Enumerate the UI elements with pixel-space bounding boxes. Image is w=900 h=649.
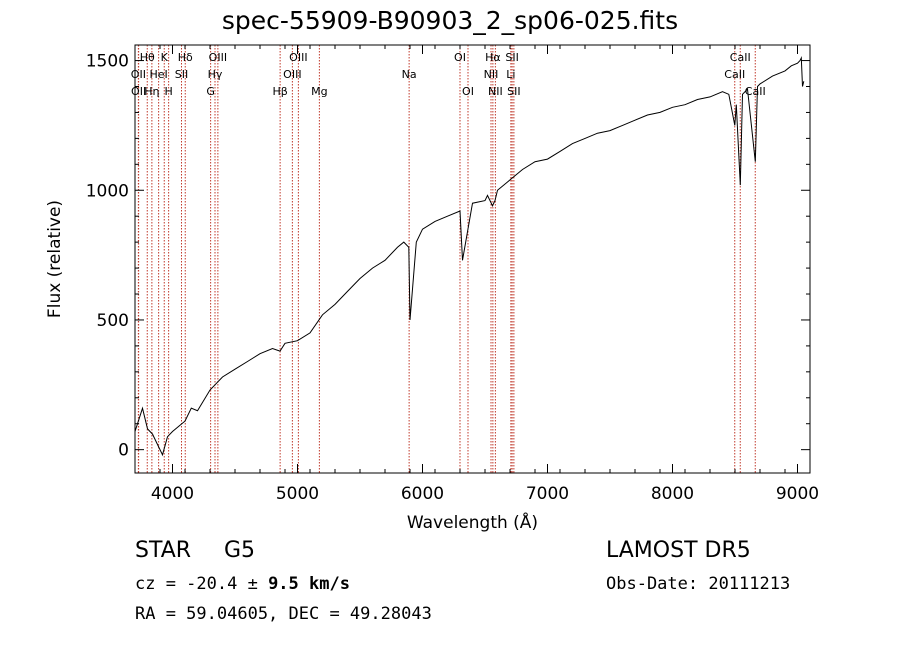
object-class: STAR [135, 538, 192, 563]
spectral-line-label: Hη [144, 85, 159, 98]
spectral-line-label: Hδ [178, 51, 193, 64]
object-subclass: G5 [224, 538, 256, 563]
spectral-line-label: OII [131, 85, 146, 98]
x-tick-label: 4000 [151, 484, 194, 504]
coordinates: RA = 59.04605, DEC = 49.28043 [135, 604, 432, 624]
spectrum-series-line [134, 56, 805, 457]
spectral-line-label: Hα [485, 51, 501, 64]
x-tick-label: 7000 [526, 484, 569, 504]
spectral-line-label: Hγ [208, 68, 223, 81]
spectral-line-label: Li [506, 68, 515, 81]
spectral-line-label: OIII [289, 51, 307, 64]
spectral-line-label: Mg [311, 85, 327, 98]
x-tick-label: 8000 [651, 484, 694, 504]
x-tick-label: 9000 [776, 484, 819, 504]
spectral-line-label: SII [175, 68, 188, 81]
cz-value: cz = -20.4 ± [135, 574, 269, 594]
spectral-line-label: OIII [209, 51, 227, 64]
spectral-line-label: Na [402, 68, 417, 81]
spectral-line-label: OIII [283, 68, 301, 81]
spectral-line-label: SII [507, 85, 520, 98]
y-tick-label: 1000 [86, 181, 129, 201]
observation-date: Obs-Date: 20111213 [606, 574, 791, 594]
y-tick-label: 1500 [86, 52, 129, 72]
cz-error: 9.5 km/s [268, 574, 350, 594]
spectral-line-label: NII [488, 85, 503, 98]
x-tick-label: 6000 [401, 484, 444, 504]
spectral-line-label: OI [454, 51, 466, 64]
spectral-line-label: OII [131, 68, 146, 81]
spectral-line-label: CaII [724, 68, 745, 81]
x-axis-label: Wavelength (Å) [407, 511, 538, 533]
x-tick-label: 5000 [276, 484, 319, 504]
spectral-line-label: Hθ [140, 51, 155, 64]
survey-name: LAMOST DR5 [606, 538, 751, 563]
spectral-line-label: K [161, 51, 169, 64]
spectral-line-label: H [164, 85, 172, 98]
plot-frame [134, 44, 811, 474]
y-axis-label: Flux (relative) [45, 200, 65, 318]
plot-title: spec-55909-B90903_2_sp06-025.fits [221, 6, 679, 35]
spectral-line-label: NII [484, 68, 499, 81]
redshift-line: cz = -20.4 ± 9.5 km/s [135, 574, 350, 594]
spectral-line-label: HeI [149, 68, 167, 81]
spectral-line-label: CaII [730, 51, 751, 64]
spectral-line-label: CaII [745, 85, 766, 98]
spectral-line-label: SII [505, 51, 518, 64]
spectral-line-label: G [206, 85, 215, 98]
spectral-line-label: Hβ [272, 85, 287, 98]
y-tick-label: 0 [118, 441, 129, 461]
spectral-line-label: OI [462, 85, 474, 98]
y-tick-label: 500 [97, 311, 129, 331]
